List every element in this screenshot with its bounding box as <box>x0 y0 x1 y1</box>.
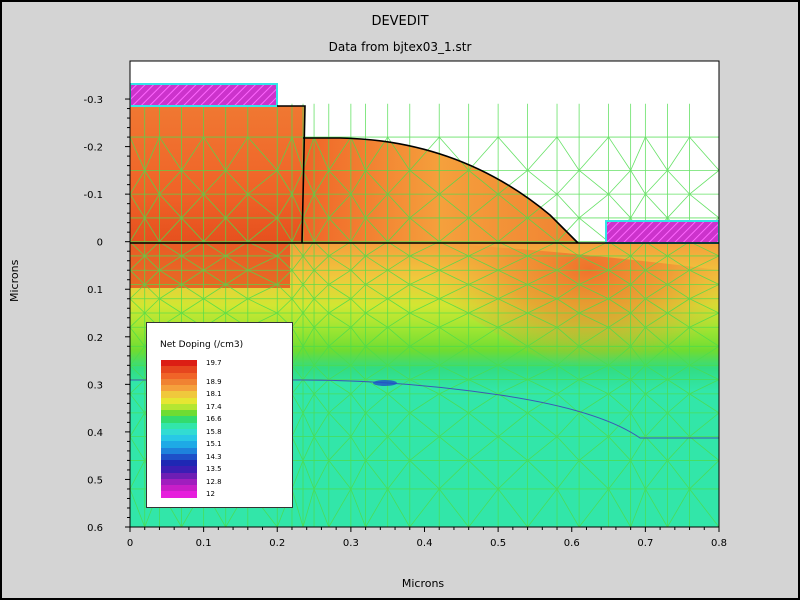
legend-swatch <box>161 360 197 367</box>
legend-swatch <box>161 366 197 374</box>
y-axis-label: Microns <box>8 259 21 302</box>
legend-swatch <box>161 491 197 499</box>
legend-entry <box>161 472 261 483</box>
legend-swatch <box>161 378 197 386</box>
legend-entry: 18.1 <box>161 390 261 401</box>
legend-label: 14.3 <box>206 452 222 461</box>
legend-swatch <box>161 416 197 424</box>
legend-label: 12 <box>206 490 215 499</box>
legend-entry: 15.8 <box>161 428 261 439</box>
legend-swatch <box>161 372 197 380</box>
y-tick-label: 0 <box>97 238 103 249</box>
legend-swatch <box>161 428 197 436</box>
x-tick-label: 0 <box>127 538 133 549</box>
y-tick-label: 0.1 <box>87 285 103 296</box>
x-axis: 0 0.1 0.2 0.3 0.4 0.5 0.6 0.7 0.8 <box>127 527 727 549</box>
legend-swatch <box>161 403 197 411</box>
y-tick-label: 0.3 <box>87 380 103 391</box>
legend-entry <box>161 384 261 395</box>
legend-swatch <box>161 441 197 449</box>
legend-entry <box>161 434 261 445</box>
x-axis-label: Microns <box>401 577 445 590</box>
legend-swatch <box>161 466 197 474</box>
legend-entry <box>161 397 261 408</box>
y-tick-label: 0.4 <box>87 428 103 439</box>
legend-label: 13.5 <box>206 465 222 474</box>
legend-label: 17.4 <box>206 402 222 411</box>
y-tick-label: 0.6 <box>87 523 103 534</box>
junction-line <box>130 379 719 439</box>
collector-region <box>430 243 719 420</box>
legend-swatch <box>161 422 197 430</box>
legend-swatch <box>161 385 197 392</box>
junction-spot <box>373 380 397 386</box>
legend-entry: 12.8 <box>161 478 261 489</box>
legend-label: 16.6 <box>206 415 222 424</box>
y-tick-label: -0.2 <box>83 143 103 154</box>
y-tick-label: -0.1 <box>83 190 103 201</box>
x-tick-label: 0.2 <box>269 538 285 549</box>
legend-entry: 12 <box>161 490 261 501</box>
legend-entry: 14.3 <box>161 453 261 464</box>
legend-swatch <box>161 453 197 461</box>
x-tick-label: 0.1 <box>196 538 212 549</box>
polysilicon-region <box>130 106 305 243</box>
legend-entry <box>161 447 261 458</box>
base-contact <box>605 220 719 244</box>
legend-entry <box>161 409 261 420</box>
emitter-contact <box>130 83 278 107</box>
spacer-boundary <box>303 137 579 244</box>
legend-swatch <box>161 391 197 399</box>
legend-entry: 19.7 <box>161 359 261 370</box>
legend-entry <box>161 365 261 376</box>
legend-entry <box>161 372 261 383</box>
legend-swatch <box>161 485 197 492</box>
emitter-diffusion <box>130 243 290 288</box>
legend-label: 18.1 <box>206 390 222 399</box>
legend-label: 15.1 <box>206 440 222 449</box>
y-tick-label: 0.5 <box>87 475 103 486</box>
legend-label: 18.9 <box>206 377 222 386</box>
legend-label: 12.8 <box>206 477 222 486</box>
legend-entry: 18.9 <box>161 378 261 389</box>
legend-swatch <box>161 472 197 480</box>
legend-entry <box>161 484 261 495</box>
legend-title: Net Doping (/cm3) <box>160 340 244 350</box>
y-axis: -0.3 -0.2 -0.1 0 0.1 0.2 0.3 0.4 0.5 0.6 <box>83 95 130 534</box>
legend-swatch <box>161 410 197 417</box>
x-tick-label: 0.8 <box>711 538 727 549</box>
y-tick-label: -0.3 <box>83 95 103 106</box>
x-tick-label: 0.5 <box>490 538 506 549</box>
chart-title: DEVEDIT <box>371 14 429 29</box>
legend-label: 19.7 <box>206 359 222 367</box>
spacer-region <box>302 138 578 243</box>
legend-entry: 15.1 <box>161 440 261 451</box>
poly-boundary <box>277 105 306 244</box>
legend-swatch <box>161 447 197 455</box>
legend-entry: 16.6 <box>161 415 261 426</box>
legend-swatch <box>161 397 197 405</box>
legend-swatch <box>161 435 197 442</box>
legend-label: 15.8 <box>206 427 222 436</box>
x-tick-label: 0.7 <box>637 538 653 549</box>
legend-entry <box>161 422 261 433</box>
legend-entry: 17.4 <box>161 403 261 414</box>
x-tick-label: 0.4 <box>417 538 433 549</box>
x-tick-label: 0.3 <box>343 538 359 549</box>
legend-entry <box>161 459 261 470</box>
legend-swatch <box>161 460 197 467</box>
chart-subtitle: Data from bjtex03_1.str <box>328 40 472 54</box>
legend: Net Doping (/cm3) 19.7 18.9 18.1 17.4 16.6 15… <box>146 322 293 508</box>
y-tick-label: 0.2 <box>87 333 103 344</box>
legend-swatch <box>161 478 197 486</box>
legend-entry: 13.5 <box>161 465 261 476</box>
x-tick-label: 0.6 <box>564 538 580 549</box>
